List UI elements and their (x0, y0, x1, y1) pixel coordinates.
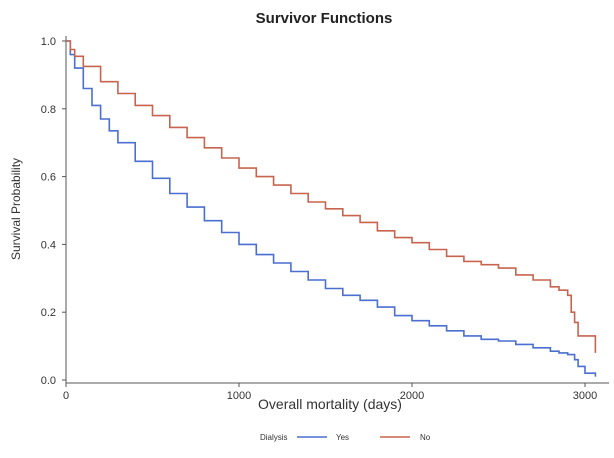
y-axis-label: Survival Probability (9, 158, 23, 260)
x-tick-label: 2000 (400, 390, 424, 402)
y-tick-label: 1.0 (41, 36, 56, 48)
series-line-yes (66, 40, 597, 377)
series-curves (66, 40, 597, 377)
chart-title: Survivor Functions (256, 10, 393, 27)
y-tick-label: 0.8 (41, 104, 56, 116)
legend-title: Dialysis (260, 433, 288, 442)
x-tick-label: 0 (63, 390, 69, 402)
x-tick-label: 1000 (227, 390, 251, 402)
x-axis-label: Overall mortality (days) (258, 396, 402, 412)
y-tick-label: 0.4 (41, 239, 56, 251)
y-axis-ticks: 0.0 0.2 0.4 0.6 0.8 1.0 (41, 36, 66, 387)
x-tick-label: 3000 (573, 390, 597, 402)
legend: Dialysis Yes No (260, 433, 431, 442)
y-tick-label: 0.0 (41, 375, 56, 387)
x-axis-ticks: 0 1000 2000 3000 (63, 383, 597, 402)
y-tick-label: 0.2 (41, 307, 56, 319)
legend-label-yes: Yes (336, 433, 349, 442)
y-tick-label: 0.6 (41, 172, 56, 184)
series-line-no (66, 40, 597, 353)
legend-label-no: No (420, 433, 431, 442)
plot-area (65, 36, 609, 384)
